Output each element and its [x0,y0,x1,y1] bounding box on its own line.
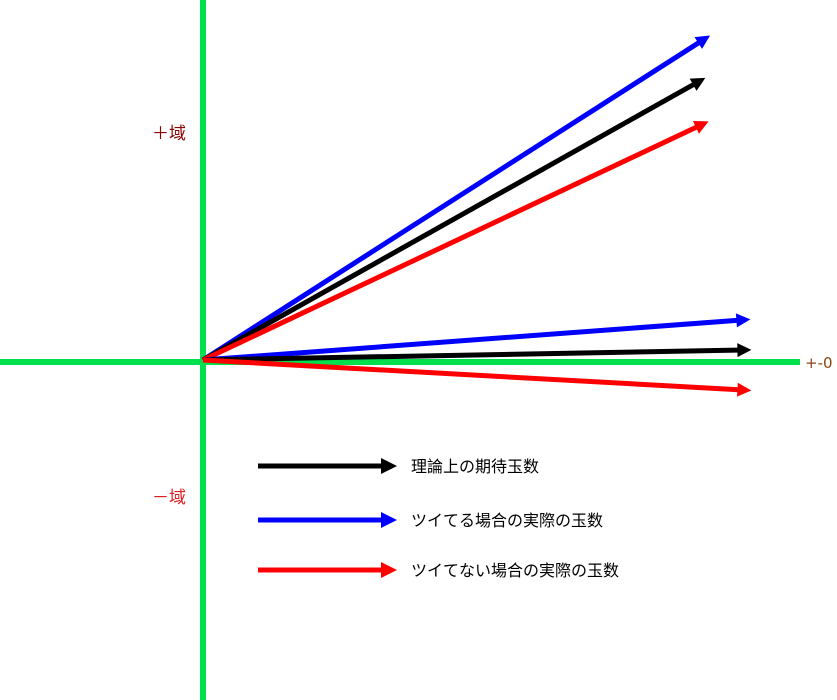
arrowhead [692,121,709,134]
arrowhead [689,77,706,91]
legend-item-theory: 理論上の期待玉数 [258,457,539,476]
minus-region-label: －域 [152,488,186,508]
legend-swatch-arrowhead [381,512,397,528]
lower-arrow-group [202,313,752,397]
legend-swatch-arrowhead [381,458,397,474]
upper-unlucky-arrow [201,121,709,363]
plus-region-label: ＋域 [152,124,186,144]
upper-arrow-group [201,35,711,363]
arrowhead [735,313,751,328]
legend: 理論上の期待玉数 ツイてる場合の実際の玉数 ツイてない場合の実際の玉数 [258,457,619,580]
arrowhead [694,35,711,49]
legend-item-unlucky: ツイてない場合の実際の玉数 [258,561,619,580]
zero-line-label: +-0 [805,354,833,372]
upper-lucky-arrow [201,35,711,363]
arrowhead [737,382,752,397]
legend-label: ツイてる場合の実際の玉数 [411,511,603,530]
lower-lucky-arrow [202,313,751,363]
legend-swatch-arrowhead [381,562,397,578]
legend-label: ツイてない場合の実際の玉数 [411,561,619,580]
lower-theory-arrow [202,343,752,363]
legend-item-lucky: ツイてる場合の実際の玉数 [258,511,603,530]
legend-label: 理論上の期待玉数 [411,457,539,476]
lower-unlucky-arrow [202,357,752,397]
arrowhead [737,343,752,358]
upper-theory-arrow [201,77,706,363]
